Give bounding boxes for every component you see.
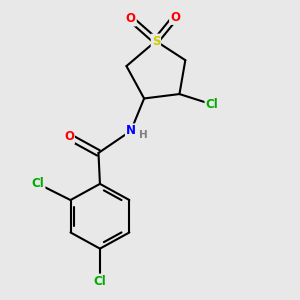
Text: N: N xyxy=(126,124,136,137)
Text: O: O xyxy=(126,13,136,26)
Text: O: O xyxy=(170,11,180,24)
Text: Cl: Cl xyxy=(94,274,106,287)
Text: O: O xyxy=(64,130,74,143)
Text: Cl: Cl xyxy=(206,98,218,111)
Text: H: H xyxy=(139,130,148,140)
Text: S: S xyxy=(152,34,160,48)
Text: Cl: Cl xyxy=(32,177,44,190)
